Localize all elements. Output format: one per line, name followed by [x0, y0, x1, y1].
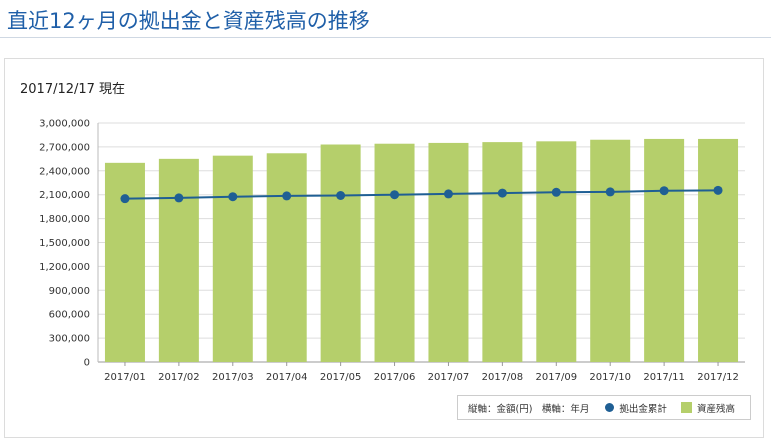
title-divider: [0, 37, 771, 38]
bar-balance: [536, 141, 577, 362]
y-tick-label: 1,200,000: [39, 262, 90, 273]
contribution-line: [120, 185, 723, 204]
grid-lines: [97, 122, 745, 363]
legend-marker-contribution: [605, 403, 615, 412]
y-tick-label: 2,100,000: [39, 190, 90, 201]
bar-balance: [428, 142, 469, 362]
point-contribution: [390, 190, 400, 200]
x-tick-label: 2017/02: [158, 372, 200, 383]
legend-label-balance: 資産残高: [696, 403, 735, 415]
x-tick-label: 2017/12: [697, 372, 739, 383]
legend-axis-note: 縦軸：金額(円) 横軸：年月: [468, 403, 590, 415]
legend-item-balance: 資産残高: [680, 401, 735, 415]
legend-label-contribution: 拠出金累計: [619, 403, 667, 415]
as-of-date: 2017/12/17 現在: [20, 82, 126, 97]
y-tick-label: 1,500,000: [39, 238, 90, 249]
y-tick-label: 600,000: [49, 310, 90, 321]
point-contribution: [605, 187, 615, 197]
bar-balance: [158, 158, 199, 362]
point-contribution: [174, 193, 184, 203]
bar-balance: [266, 153, 307, 362]
x-tick-label: 2017/07: [428, 372, 470, 383]
chart-legend: 縦軸：金額(円) 横軸：年月 拠出金累計 資産残高: [457, 395, 751, 420]
line-contribution: [124, 189, 719, 200]
point-contribution: [551, 187, 561, 197]
point-contribution: [497, 188, 507, 198]
y-tick-label: 2,700,000: [39, 142, 90, 153]
x-tick-label: 2017/06: [374, 372, 416, 383]
point-contribution: [659, 186, 669, 196]
y-axis-ticks: 0 300,000 600,000 900,000 1,200,000 1,500,000…: [39, 119, 90, 369]
y-tick-label: 900,000: [49, 286, 90, 297]
x-tick-label: 2017/09: [536, 372, 578, 383]
chart-card: 2017/12/17 現在 0 300,000 600,000 900,000 1,20…: [4, 58, 764, 438]
point-contribution: [282, 191, 292, 201]
x-tick-label: 2017/08: [482, 372, 524, 383]
x-tick-label: 2017/04: [266, 372, 308, 383]
y-tick-label: 300,000: [49, 334, 90, 345]
y-tick-label: 1,800,000: [39, 214, 90, 225]
bar-balance: [212, 155, 253, 362]
x-tick-label: 2017/11: [643, 372, 685, 383]
point-contribution: [228, 192, 238, 202]
y-tick-label: 0: [84, 358, 90, 369]
x-tick-label: 2017/01: [104, 372, 146, 383]
x-tick-label: 2017/03: [212, 372, 254, 383]
x-tick-label: 2017/05: [320, 372, 362, 383]
combo-chart: 0 300,000 600,000 900,000 1,200,000 1,500,000…: [39, 119, 745, 383]
legend-item-contribution: 拠出金累計: [605, 401, 667, 415]
x-axis-ticks: 2017/01 2017/02 2017/03 2017/04 2017/05 2017/…: [104, 362, 739, 383]
point-contribution: [120, 194, 130, 204]
bar-balance: [482, 142, 523, 362]
point-contribution: [713, 185, 723, 195]
bar-balance: [320, 144, 361, 362]
legend-marker-balance: [680, 402, 692, 413]
point-contribution: [443, 189, 453, 199]
bar-balance: [374, 143, 415, 362]
point-contribution: [336, 190, 346, 200]
bar-balance: [644, 138, 685, 362]
page-title: 直近12ヶ月の拠出金と資産残高の推移: [7, 9, 370, 33]
x-tick-label: 2017/10: [589, 372, 631, 383]
bar-balance: [698, 138, 739, 362]
bar-balance: [104, 162, 145, 362]
y-tick-label: 2,400,000: [39, 166, 90, 177]
bar-balance: [590, 139, 631, 362]
y-tick-label: 3,000,000: [39, 119, 90, 130]
balance-bars: [104, 138, 739, 362]
